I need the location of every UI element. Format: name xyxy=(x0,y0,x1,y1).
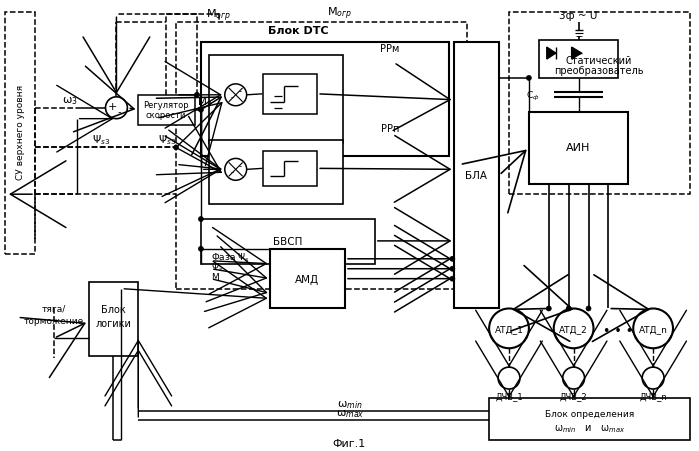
Text: +: + xyxy=(108,101,117,111)
Text: Ψ$_s$: Ψ$_s$ xyxy=(211,261,223,273)
Text: -: - xyxy=(117,106,121,116)
Bar xyxy=(209,56,343,143)
Text: БЛА: БЛА xyxy=(466,171,487,181)
Circle shape xyxy=(173,146,178,151)
Text: преобразователь: преобразователь xyxy=(554,66,643,76)
Circle shape xyxy=(225,85,247,106)
Circle shape xyxy=(642,367,664,389)
Circle shape xyxy=(450,257,455,262)
Text: -: - xyxy=(230,93,233,102)
Circle shape xyxy=(194,93,199,98)
Text: ω$_3$: ω$_3$ xyxy=(62,95,78,106)
Text: тяга/: тяга/ xyxy=(42,304,66,313)
Circle shape xyxy=(225,159,247,181)
Text: С$_ф$: С$_ф$ xyxy=(526,90,540,103)
Text: М$_3$: М$_3$ xyxy=(197,95,212,108)
Text: M: M xyxy=(211,272,219,281)
Text: скорости: скорости xyxy=(146,111,187,120)
Circle shape xyxy=(566,306,571,311)
Text: М$_{огр}$: М$_{огр}$ xyxy=(328,5,352,22)
Bar xyxy=(5,13,35,254)
Text: СУ верхнего уровня: СУ верхнего уровня xyxy=(15,85,24,180)
Text: АИН: АИН xyxy=(566,143,591,153)
Circle shape xyxy=(199,217,203,222)
Bar xyxy=(89,282,138,356)
Polygon shape xyxy=(572,48,582,60)
Text: ω$_{min}$   и   ω$_{max}$: ω$_{min}$ и ω$_{max}$ xyxy=(554,422,626,434)
Text: торможение: торможение xyxy=(24,316,84,325)
Text: АТД_2: АТД_2 xyxy=(559,324,588,333)
Circle shape xyxy=(586,306,591,311)
Bar xyxy=(201,220,375,264)
Text: ω$_{max}$: ω$_{max}$ xyxy=(336,407,364,419)
Bar xyxy=(176,23,467,289)
Text: Фиг.1: Фиг.1 xyxy=(333,437,366,448)
Circle shape xyxy=(489,309,529,349)
Bar xyxy=(454,43,499,309)
Circle shape xyxy=(633,309,673,349)
Bar xyxy=(539,41,619,79)
Text: АТД_1: АТД_1 xyxy=(495,324,524,333)
Text: Блок определения: Блок определения xyxy=(545,410,634,419)
Bar xyxy=(529,112,628,185)
Text: Блок DTC: Блок DTC xyxy=(268,26,329,36)
Circle shape xyxy=(547,306,552,311)
Bar xyxy=(263,152,317,187)
Bar xyxy=(509,13,690,195)
Text: РРм: РРм xyxy=(380,44,399,54)
Circle shape xyxy=(106,97,127,120)
Circle shape xyxy=(554,309,593,349)
Text: Регулятор: Регулятор xyxy=(143,101,189,110)
Text: 3ф ~ U: 3ф ~ U xyxy=(559,11,598,21)
Bar xyxy=(138,96,195,125)
Bar xyxy=(209,140,343,205)
Bar xyxy=(263,75,317,115)
Text: логики: логики xyxy=(96,319,131,329)
Circle shape xyxy=(450,267,455,272)
Text: -: - xyxy=(238,161,241,170)
Bar xyxy=(271,249,345,309)
Text: АТД_n: АТД_n xyxy=(639,324,668,333)
Text: ДЧВ_n: ДЧВ_n xyxy=(640,391,667,400)
Text: -: - xyxy=(230,167,233,176)
Text: Блок: Блок xyxy=(101,305,126,315)
Text: БВСП: БВСП xyxy=(273,236,302,246)
Text: -: - xyxy=(238,87,241,96)
Text: • • •: • • • xyxy=(603,324,633,337)
Circle shape xyxy=(563,367,584,389)
Text: Ψ$_{s3}$: Ψ$_{s3}$ xyxy=(158,133,176,147)
Circle shape xyxy=(199,247,203,252)
Circle shape xyxy=(450,276,455,281)
Bar xyxy=(489,398,690,440)
Circle shape xyxy=(526,76,531,81)
Text: Ψ$_{s3}$: Ψ$_{s3}$ xyxy=(92,133,110,147)
Circle shape xyxy=(498,367,520,389)
Bar xyxy=(201,43,449,157)
Text: ДЧВ_1: ДЧВ_1 xyxy=(495,391,523,400)
Text: ДЧВ_2: ДЧВ_2 xyxy=(560,391,587,400)
Text: М$_{огр}$: М$_{огр}$ xyxy=(206,7,231,23)
Text: РРп: РРп xyxy=(380,123,399,133)
Text: Фаза Ψ$_s$: Фаза Ψ$_s$ xyxy=(211,251,250,263)
Polygon shape xyxy=(547,48,556,60)
Circle shape xyxy=(199,108,203,113)
Text: АМД: АМД xyxy=(295,274,319,284)
Text: Статический: Статический xyxy=(565,56,632,66)
Text: ω$_{min}$: ω$_{min}$ xyxy=(337,398,363,410)
